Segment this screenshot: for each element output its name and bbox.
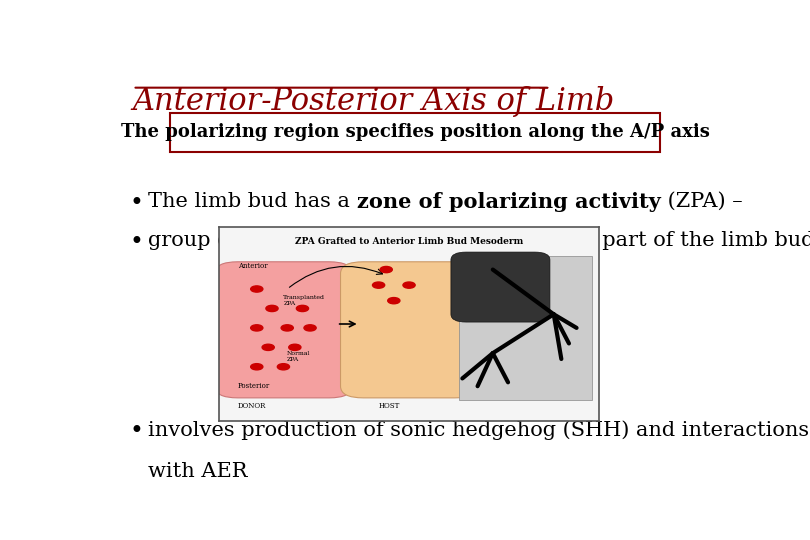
FancyBboxPatch shape: [451, 252, 550, 322]
Text: Normal
ZPA: Normal ZPA: [288, 351, 311, 362]
Text: HOST: HOST: [378, 402, 400, 409]
FancyBboxPatch shape: [215, 262, 352, 398]
Circle shape: [373, 282, 385, 288]
Text: •: •: [130, 231, 143, 254]
Circle shape: [296, 305, 309, 312]
Circle shape: [281, 325, 293, 331]
FancyBboxPatch shape: [340, 262, 478, 398]
Circle shape: [250, 286, 263, 292]
Text: The limb bud has a: The limb bud has a: [148, 192, 357, 211]
Text: The polarizing region specifies position along the A/P axis: The polarizing region specifies position…: [121, 123, 710, 141]
Circle shape: [250, 325, 263, 331]
FancyBboxPatch shape: [458, 256, 592, 400]
Text: (ZPA) –: (ZPA) –: [661, 192, 742, 211]
Text: ZPA Grafted to Anterior Limb Bud Mesoderm: ZPA Grafted to Anterior Limb Bud Mesoder…: [295, 237, 523, 246]
Circle shape: [380, 266, 392, 273]
Circle shape: [388, 298, 400, 304]
Text: Transplanted
ZPA: Transplanted ZPA: [284, 295, 326, 306]
Circle shape: [277, 363, 289, 370]
Text: involves production of sonic hedgehog (SHH) and interactions: involves production of sonic hedgehog (S…: [148, 420, 809, 440]
Text: with AER: with AER: [148, 462, 248, 481]
Circle shape: [266, 305, 278, 312]
Circle shape: [262, 344, 275, 350]
Circle shape: [304, 325, 316, 331]
Circle shape: [288, 344, 301, 350]
Text: group of mesenchymal cells at the  caudal part of the limb bud.: group of mesenchymal cells at the caudal…: [148, 231, 810, 250]
Text: zone of polarizing activity: zone of polarizing activity: [357, 192, 661, 212]
Text: Posterior: Posterior: [238, 382, 270, 390]
Circle shape: [403, 282, 416, 288]
Text: Anterior-Posterior Axis of Limb: Anterior-Posterior Axis of Limb: [133, 85, 615, 117]
Text: Anterior: Anterior: [238, 262, 267, 270]
Text: DONOR: DONOR: [238, 402, 266, 409]
Text: •: •: [130, 192, 143, 214]
Text: •: •: [130, 420, 143, 443]
FancyBboxPatch shape: [170, 113, 660, 152]
Circle shape: [250, 363, 263, 370]
